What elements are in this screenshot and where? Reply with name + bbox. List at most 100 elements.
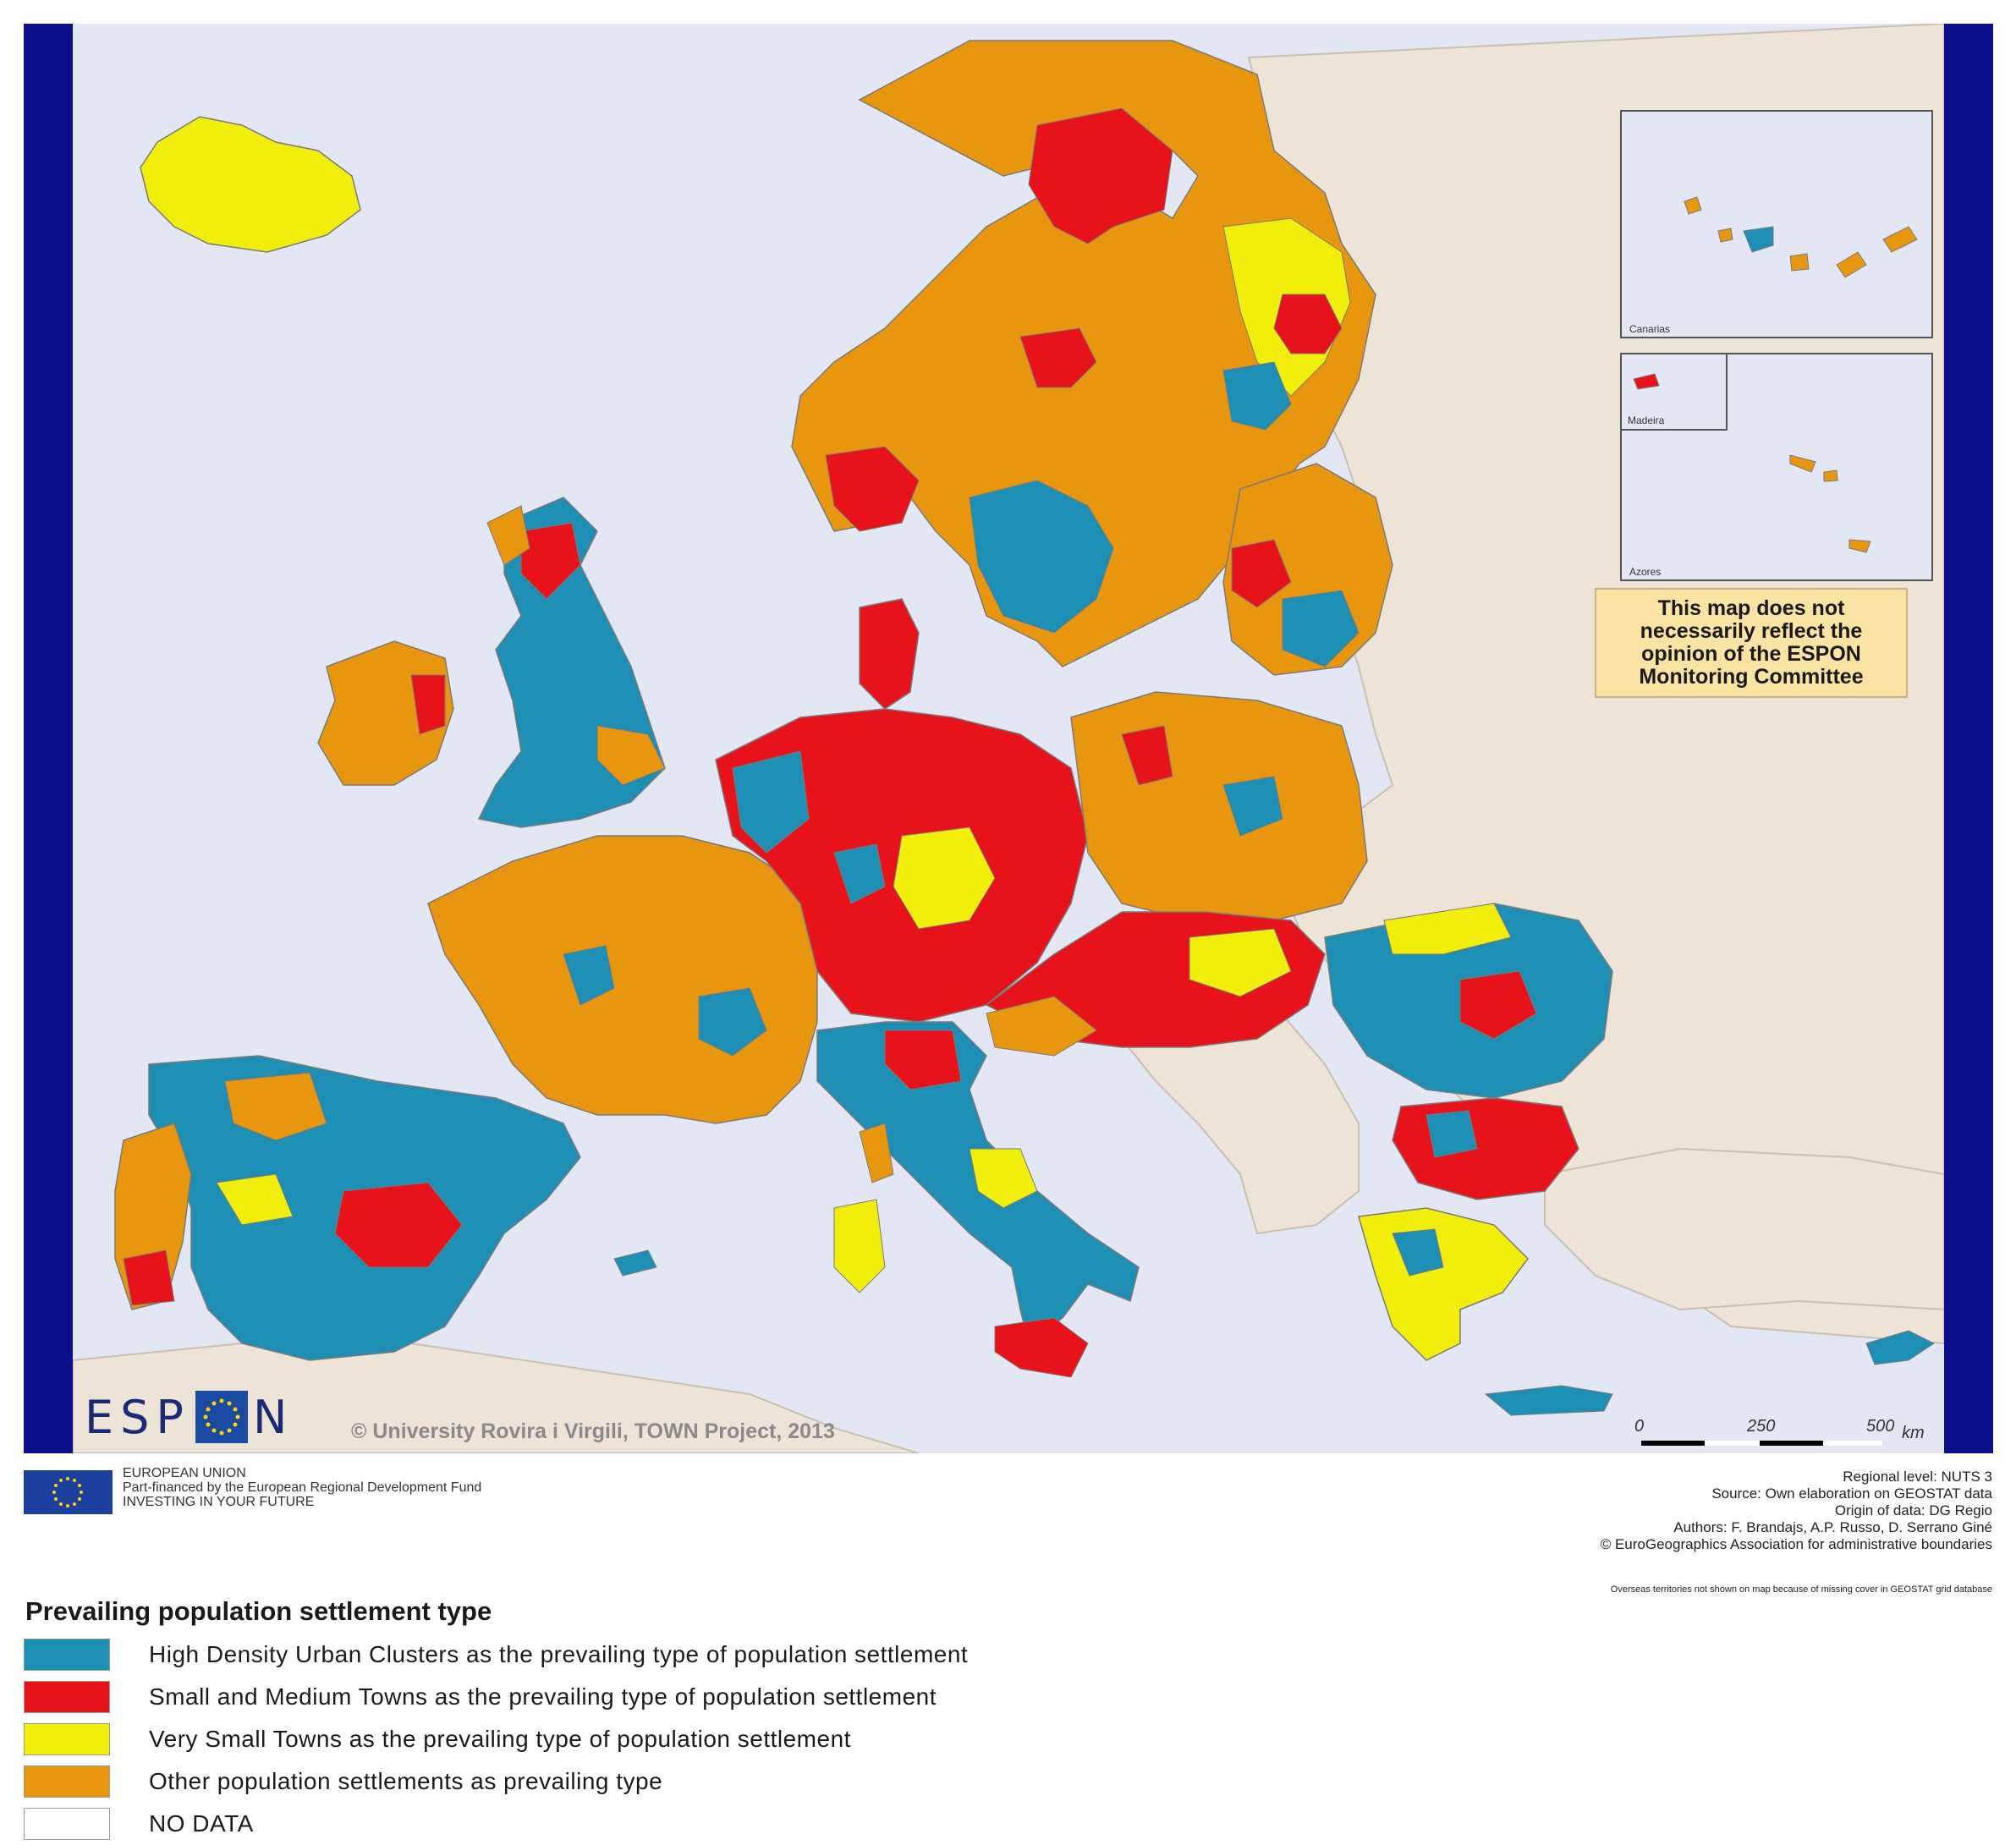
region-spain-orange	[224, 1072, 327, 1141]
eu-line-1: EUROPEAN UNION	[123, 1466, 246, 1480]
region-cyprus	[1865, 1330, 1935, 1365]
island-azores-3	[1848, 539, 1871, 553]
map-copyright: © University Rovira i Virgili, TOWN Proj…	[351, 1419, 835, 1443]
legend-item-high-density: High Density Urban Clusters as the preva…	[24, 1637, 968, 1672]
legend-swatch	[24, 1723, 110, 1755]
legend-swatch	[24, 1681, 110, 1713]
scale-mid: 250	[1747, 1417, 1776, 1436]
region-sweden-blue	[969, 480, 1114, 634]
espon-logo-left: ESP	[85, 1390, 190, 1444]
legend-label: High Density Urban Clusters as the preva…	[149, 1641, 969, 1667]
island-canarias-6	[1882, 226, 1918, 253]
region-norway-red-north	[1028, 107, 1173, 244]
legend-swatch	[24, 1765, 110, 1798]
region-baltics-blue	[1282, 590, 1360, 667]
legend-title: Prevailing population settlement type	[25, 1596, 492, 1626]
island-canarias-4	[1789, 253, 1810, 272]
region-baltics-red	[1231, 539, 1292, 608]
inset-canarias-box	[1620, 110, 1933, 338]
eu-line-3: INVESTING IN YOUR FUTURE	[123, 1495, 315, 1509]
region-italy-red	[884, 1030, 962, 1090]
eu-flag	[24, 1470, 113, 1514]
region-sardinia	[833, 1199, 886, 1293]
region-sicily	[994, 1317, 1089, 1378]
legend-swatch	[24, 1639, 110, 1671]
region-benelux-blue	[732, 750, 810, 854]
disclaimer-box: This map does not necessarily reflect th…	[1595, 588, 1908, 698]
scale-line	[1641, 1441, 1882, 1446]
legend-item-very-small: Very Small Towns as the prevailing type …	[24, 1721, 851, 1757]
region-sweden-red	[1019, 327, 1097, 388]
region-central-yellow	[1189, 928, 1292, 997]
region-france-blue-2	[563, 945, 615, 1006]
espon-logo-right: N	[252, 1390, 294, 1444]
legend-swatch	[24, 1808, 110, 1840]
region-germany-yellow	[893, 826, 996, 930]
island-canarias-1	[1684, 196, 1702, 215]
legend-item-other: Other population settlements as prevaili…	[24, 1764, 662, 1799]
region-greece-blue	[1392, 1228, 1444, 1277]
region-portugal-red	[123, 1249, 175, 1306]
eu-funding-text: EUROPEAN UNION Part-financed by the Euro…	[123, 1466, 481, 1509]
island-canarias-2	[1717, 228, 1733, 243]
island-canarias-5	[1836, 251, 1867, 278]
region-spain-yellow	[216, 1173, 294, 1226]
island-madeira	[1633, 373, 1660, 390]
region-iceland	[140, 116, 361, 253]
europe-map: Canarias Madeira Azores	[73, 24, 1944, 1453]
region-germany-blue	[833, 843, 886, 904]
region-denmark	[859, 598, 920, 710]
region-poland	[1070, 691, 1368, 921]
legend-item-no-data: NO DATA	[24, 1806, 254, 1842]
region-romania-yellow	[1383, 903, 1512, 955]
region-finland-red	[1273, 294, 1343, 354]
legend-label: Other population settlements as prevaili…	[149, 1768, 663, 1794]
credits-line-3: Origin of data: DG Regio	[1834, 1502, 1992, 1518]
credits-line-2: Source: Own elaboration on GEOSTAT data	[1711, 1485, 1992, 1502]
credits-line-4: Authors: F. Brandajs, A.P. Russo, D. Ser…	[1673, 1519, 1992, 1535]
legend-label: Very Small Towns as the prevailing type …	[149, 1726, 851, 1752]
inset-madeira-label: Madeira	[1628, 415, 1665, 426]
island-azores-2	[1823, 469, 1838, 482]
inset-canarias-label: Canarias	[1629, 323, 1670, 335]
inset-azores: Madeira Azores	[1620, 353, 1933, 581]
inset-canarias: Canarias	[1620, 110, 1933, 338]
non-espon-land-turkey	[1544, 1147, 1944, 1311]
overseas-note: Overseas territories not shown on map be…	[1610, 1584, 1992, 1595]
credits-line-5: © EuroGeographics Association for admini…	[1600, 1536, 1992, 1552]
scale-unit: km	[1902, 1424, 1925, 1442]
region-balearic	[613, 1249, 657, 1277]
legend-label: Small and Medium Towns as the prevailing…	[149, 1683, 937, 1710]
region-finland-blue	[1222, 361, 1292, 431]
region-italy-yellow	[969, 1148, 1038, 1209]
eu-line-2: Part-financed by the European Regional D…	[123, 1480, 482, 1495]
region-scotland-orange	[486, 505, 530, 566]
region-scotland-red	[520, 522, 581, 600]
island-azores-1	[1789, 454, 1816, 473]
region-poland-blue	[1222, 776, 1283, 837]
map-frame: Canarias Madeira Azores This map does no…	[24, 24, 1993, 1453]
region-england-orange	[596, 725, 666, 786]
region-france	[427, 835, 818, 1124]
scale-bar: 0 250 500 km	[1633, 1417, 1954, 1451]
credits-line-1: Regional level: NUTS 3	[1843, 1469, 1992, 1485]
region-poland-red	[1121, 725, 1173, 786]
scale-zero: 0	[1634, 1417, 1645, 1436]
region-corsica	[859, 1123, 894, 1183]
legend-label: NO DATA	[149, 1810, 254, 1837]
island-canarias-3	[1743, 226, 1774, 253]
region-france-blue-1	[698, 987, 767, 1057]
inset-azores-label: Azores	[1629, 566, 1661, 578]
disclaimer-text: This map does not necessarily reflect th…	[1639, 596, 1864, 689]
region-crete	[1484, 1385, 1613, 1416]
region-spain-red	[334, 1182, 463, 1268]
espon-logo-stars	[195, 1391, 248, 1443]
region-ireland-red	[410, 674, 446, 735]
legend-item-small-medium: Small and Medium Towns as the prevailing…	[24, 1679, 937, 1715]
scale-max: 500	[1866, 1417, 1895, 1436]
inset-madeira-box	[1620, 353, 1728, 431]
region-norway-red-south	[825, 446, 920, 532]
region-romania-red	[1459, 970, 1537, 1040]
region-austria-orange	[986, 996, 1097, 1057]
espon-logo: ESP N	[85, 1387, 294, 1447]
